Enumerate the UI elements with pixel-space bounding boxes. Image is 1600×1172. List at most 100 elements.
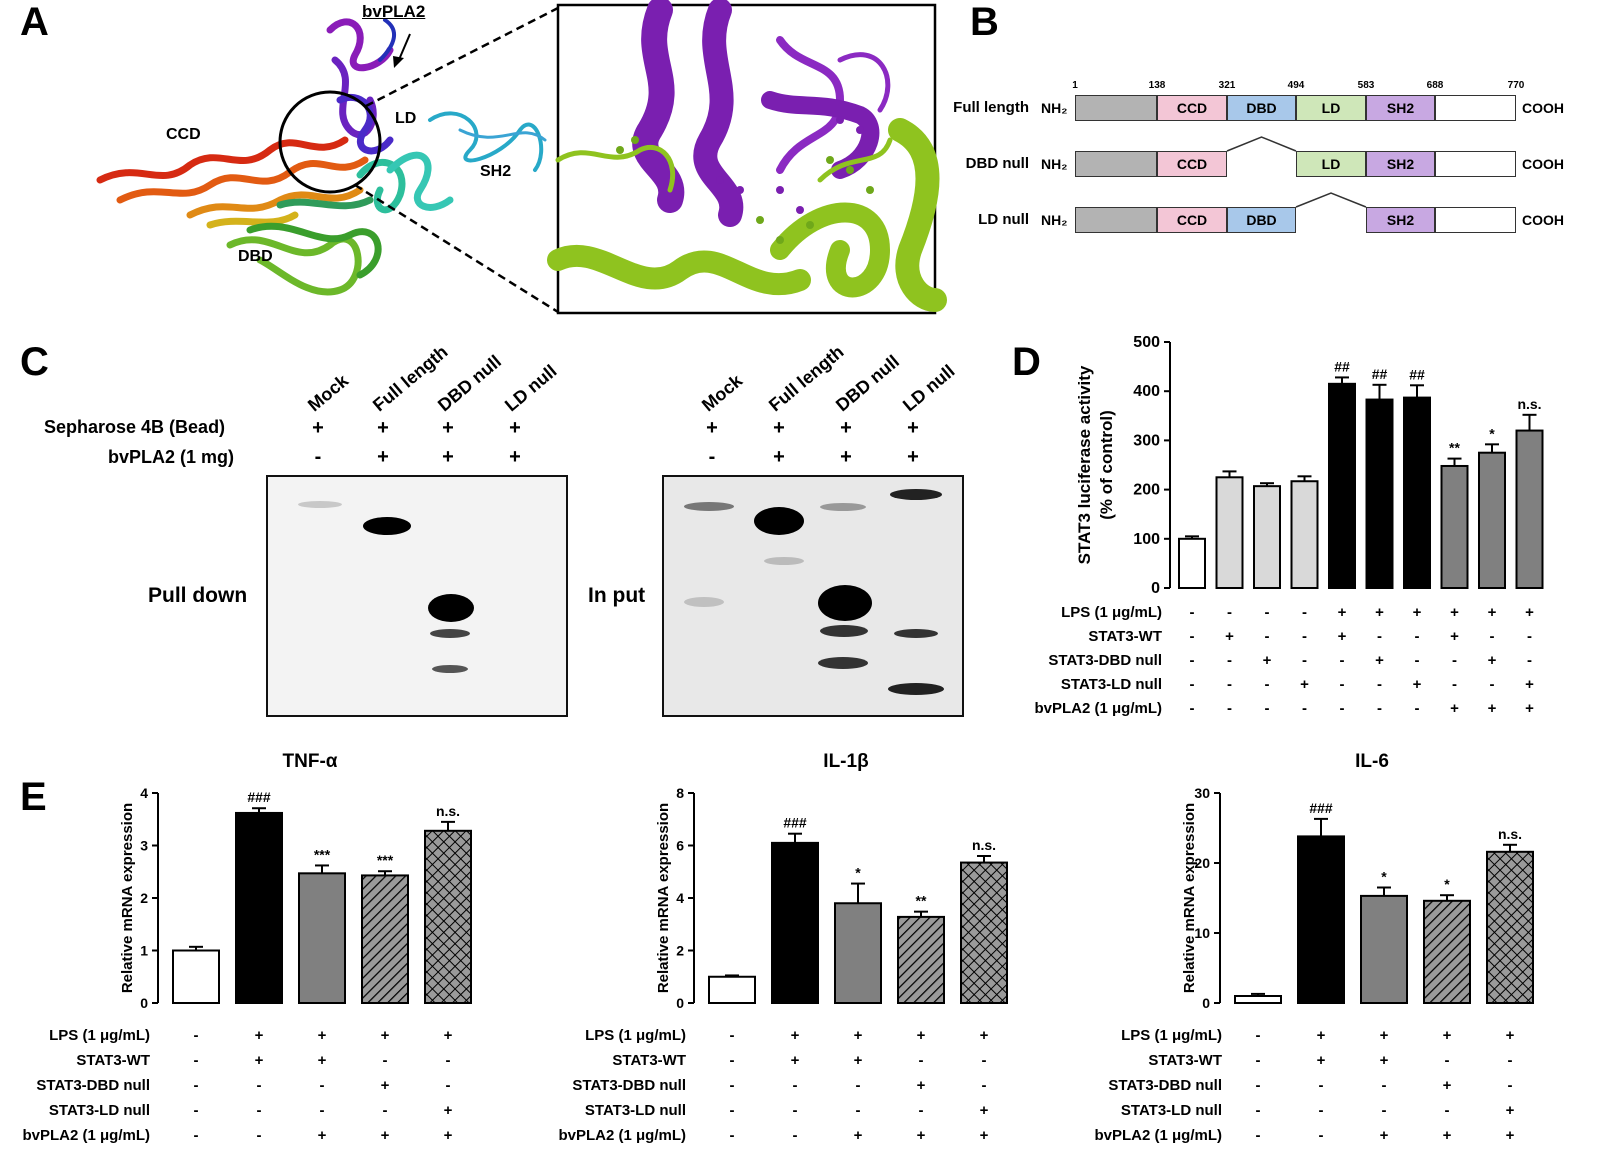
treatment-sign: -	[1381, 1102, 1387, 1119]
dbd-label: DBD	[238, 248, 273, 265]
treatment-sign: +	[317, 1052, 327, 1069]
bar	[1486, 850, 1534, 1004]
treatment-sign: -	[729, 1102, 735, 1119]
lane-label: LD null	[501, 360, 561, 416]
treatment-sign: +	[1505, 1027, 1515, 1044]
bvpla2-sign: +	[442, 446, 454, 468]
bvpla2-sign: -	[708, 446, 716, 468]
zoom-ribbons	[547, 0, 947, 312]
treatment-sign: +	[254, 1052, 264, 1069]
panel-label-e: E	[20, 775, 47, 819]
treatment-name: bvPLA2 (1 μg/mL)	[558, 1127, 686, 1144]
y-tick-label: 2	[676, 943, 684, 959]
treatment-sign: +	[1450, 700, 1459, 717]
treatment-sign: +	[317, 1027, 327, 1044]
treatment-sign: -	[382, 1102, 388, 1119]
bead-sign: +	[377, 417, 389, 439]
treatment-sign: +	[1337, 628, 1347, 645]
treatment-sign: -	[193, 1127, 199, 1144]
treatment-sign: -	[1255, 1127, 1261, 1144]
treatment-sign: +	[1375, 652, 1384, 669]
domain-dbd: DBD	[1227, 95, 1296, 121]
significance-mark: *	[855, 865, 861, 881]
treatment-sign: +	[1375, 604, 1384, 621]
lane-label: Mock	[698, 370, 747, 416]
treatment-name: STAT3-LD null	[1120, 1102, 1222, 1119]
significance-mark: *	[1444, 876, 1450, 892]
treatment-sign: -	[729, 1052, 735, 1069]
y-tick-label: 6	[676, 838, 684, 854]
treatment-sign: -	[1318, 1127, 1324, 1144]
luciferase-chart: 0 100 200 300 400 500 STAT3 luciferase activit…	[1075, 334, 1544, 597]
bvpla2-sign: +	[509, 446, 521, 468]
significance-mark: **	[1449, 440, 1460, 456]
residue-position: 770	[1507, 80, 1525, 91]
treatment-name: STAT3-DBD null	[572, 1077, 686, 1094]
treatment-sign: +	[1225, 628, 1234, 645]
y-tick-label: 500	[1133, 334, 1160, 351]
treatment-sign: +	[979, 1102, 989, 1119]
domain-ccd: CCD	[1157, 207, 1227, 233]
treatment-sign: -	[445, 1052, 451, 1069]
domain-n	[1075, 151, 1157, 177]
treatment-sign: -	[193, 1027, 199, 1044]
bar	[1178, 537, 1206, 590]
y-axis-label: Relative mRNA expression	[1181, 803, 1198, 993]
domain-sh2: SH2	[1366, 151, 1435, 177]
treatment-name: STAT3-DBD null	[36, 1077, 150, 1094]
nh2-terminus: NH₂	[1041, 212, 1068, 228]
treatment-sign: +	[1412, 676, 1422, 693]
treatment-sign: -	[855, 1102, 861, 1119]
treatment-sign: +	[916, 1127, 926, 1144]
ccd-label: CCD	[166, 126, 201, 143]
treatment-sign: +	[1450, 604, 1459, 621]
treatment-sign: -	[1489, 628, 1495, 645]
residue-position: 494	[1287, 80, 1305, 91]
treatment-sign: -	[1381, 1077, 1387, 1094]
treatment-sign: -	[1318, 1102, 1324, 1119]
deletion-connector	[1295, 192, 1367, 208]
significance-mark: n.s.	[436, 803, 460, 819]
y-tick-label: 0	[1151, 580, 1160, 597]
treatment-name: STAT3-DBD null	[1048, 652, 1162, 669]
significance-mark: ##	[1409, 366, 1425, 382]
treatment-sign: -	[729, 1027, 735, 1044]
bar	[834, 902, 882, 1004]
treatment-name: STAT3-WT	[1148, 1052, 1222, 1069]
y-tick-label: 3	[140, 838, 148, 854]
bar	[771, 841, 819, 1004]
input-blot	[662, 475, 964, 717]
treatment-sign: -	[1527, 652, 1532, 669]
treatment-sign: -	[1255, 1077, 1261, 1094]
y-tick-label: 4	[140, 785, 148, 801]
panel-label-a: A	[20, 0, 49, 44]
bvpla2-row-label: bvPLA2 (1 mg)	[108, 447, 235, 467]
bar	[298, 872, 346, 1004]
bar	[424, 829, 472, 1004]
significance-mark: ***	[377, 852, 394, 868]
treatment-sign: +	[1487, 652, 1497, 669]
bead-sign: +	[312, 417, 324, 439]
y-axis-label: Relative mRNA expression	[119, 803, 136, 993]
treatment-sign: -	[1452, 676, 1457, 693]
residue-position: 583	[1357, 80, 1375, 91]
chart-title: TNF-α	[283, 751, 338, 772]
bar	[1215, 476, 1244, 589]
treatment-sign: -	[1189, 604, 1195, 621]
cooh-terminus: COOH	[1522, 100, 1564, 116]
construct-name: DBD null	[965, 155, 1029, 172]
treatment-sign: -	[319, 1102, 325, 1119]
treatment-sign: +	[1525, 700, 1534, 717]
treatment-sign: +	[1412, 604, 1422, 621]
bar	[897, 915, 945, 1004]
y-tick-label: 2	[140, 890, 148, 906]
bar	[960, 861, 1008, 1004]
domain-ccd: CCD	[1157, 95, 1227, 121]
construct-name: LD null	[978, 211, 1029, 228]
treatment-sign: -	[193, 1077, 199, 1094]
y-tick-label: 8	[676, 785, 684, 801]
treatment-sign: -	[1255, 1027, 1261, 1044]
chart-title: IL-6	[1355, 751, 1389, 772]
treatment-name: STAT3-LD null	[1060, 676, 1162, 693]
